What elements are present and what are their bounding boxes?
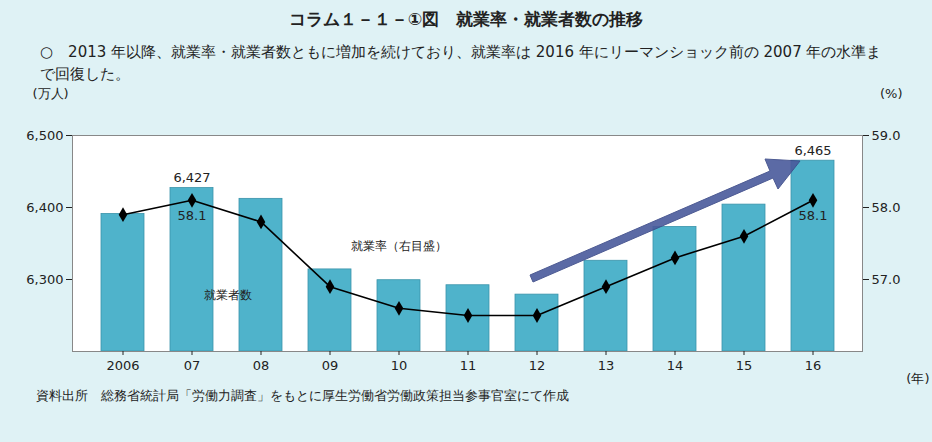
svg-text:6,427: 6,427: [173, 170, 210, 185]
svg-text:14: 14: [667, 358, 684, 373]
svg-text:15: 15: [736, 358, 753, 373]
svg-text:6,400: 6,400: [26, 200, 63, 215]
html-text:資料出所 総務省統計局「労働力調査」をもとに厚生労働省労働政: 資料出所 総務省統計局「労働力調査」をもとに厚生労働省労働政策担当参事官室にて作…: [36, 388, 569, 403]
svg-text:57.0: 57.0: [872, 272, 901, 287]
html-text:コラム１－１－①図 就業率・就業者数の推移: コラム１－１－①図 就業率・就業者数の推移: [288, 9, 644, 29]
html-text:○ 2013 年以降、就業率・就業者数ともに増加を続けており: ○ 2013 年以降、就業率・就業者数ともに増加を続けており、就業率は 2016…: [40, 43, 882, 83]
svg-text:59.0: 59.0: [872, 128, 901, 143]
svg-text:就業者数: 就業者数: [204, 288, 252, 302]
svg-text:07: 07: [184, 358, 201, 373]
svg-text:就業率（右目盛）: 就業率（右目盛）: [351, 239, 447, 253]
svg-text:6,500: 6,500: [26, 128, 63, 143]
svg-text:12: 12: [529, 358, 546, 373]
svg-text:16: 16: [805, 358, 822, 373]
svg-text:58.1: 58.1: [178, 208, 207, 223]
svg-text:09: 09: [322, 358, 339, 373]
svg-text:6,465: 6,465: [794, 143, 831, 158]
svg-text:58.0: 58.0: [872, 200, 901, 215]
svg-text:(万人): (万人): [33, 86, 69, 101]
svg-text:(年): (年): [906, 371, 929, 386]
svg-text:08: 08: [253, 358, 270, 373]
svg-text:(%): (%): [880, 86, 903, 101]
svg-text:2006: 2006: [106, 358, 139, 373]
svg-text:6,300: 6,300: [26, 272, 63, 287]
svg-text:58.1: 58.1: [799, 208, 828, 223]
svg-text:13: 13: [598, 358, 615, 373]
svg-text:10: 10: [391, 358, 408, 373]
svg-text:11: 11: [460, 358, 477, 373]
